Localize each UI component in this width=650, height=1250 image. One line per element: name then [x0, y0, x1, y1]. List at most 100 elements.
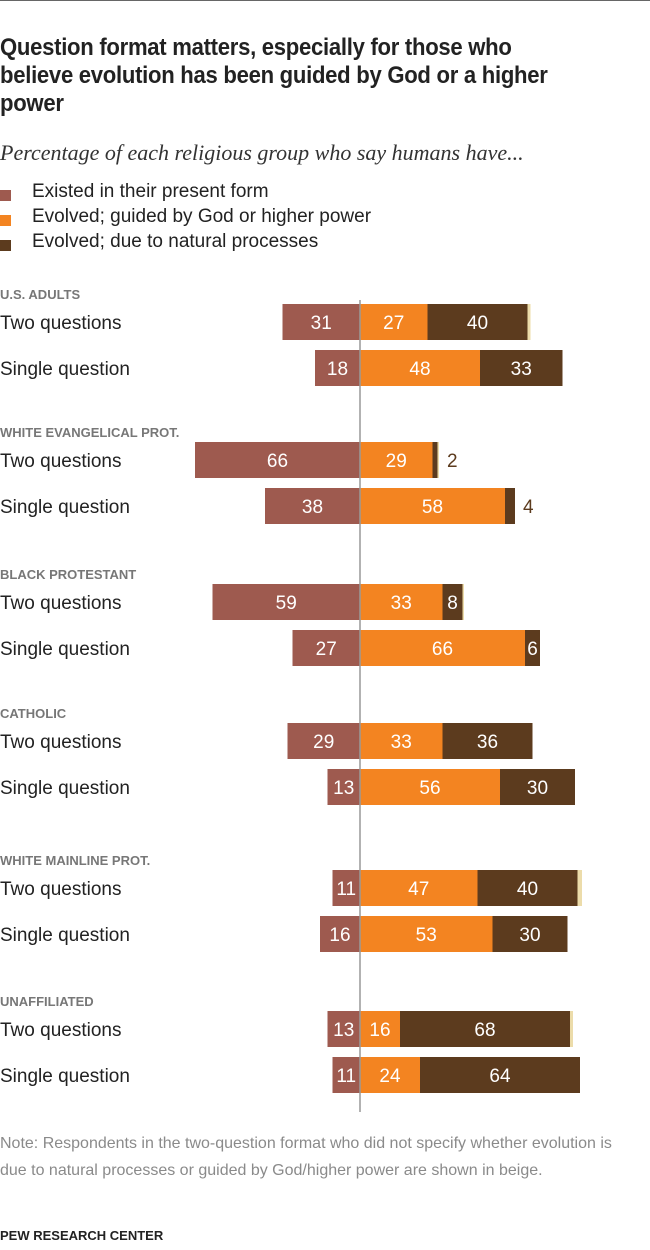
bar-natural — [442, 723, 533, 759]
bar-existed — [265, 488, 360, 524]
bar-existed — [287, 723, 360, 759]
value-label-guided: 29 — [386, 451, 407, 472]
chart-subtitle: Percentage of each religious group who s… — [0, 140, 524, 165]
bar-natural — [492, 916, 568, 952]
bar-existed — [320, 916, 360, 952]
top-rule — [0, 0, 650, 1]
group-label: WHITE EVANGELICAL PROT. — [0, 425, 179, 440]
legend-swatch-natural — [0, 240, 11, 251]
bar-natural — [427, 304, 528, 340]
group-label: UNAFFILIATED — [0, 994, 94, 1009]
group-label: U.S. ADULTS — [0, 287, 80, 302]
bar-natural — [525, 630, 540, 666]
row-label: Single question — [0, 925, 130, 946]
bar-unspecified — [437, 442, 439, 478]
value-label-natural: 33 — [511, 359, 532, 380]
group-label: BLACK PROTESTANT — [0, 567, 136, 582]
value-label-natural: 4 — [523, 497, 534, 518]
group-label: CATHOLIC — [0, 706, 67, 721]
bar-guided — [360, 584, 443, 620]
bar-existed — [212, 584, 360, 620]
value-label-natural: 6 — [527, 639, 538, 660]
value-label-existed: 59 — [276, 593, 297, 614]
bar-guided — [360, 350, 480, 386]
row-label: Single question — [0, 639, 130, 660]
value-label-natural: 30 — [519, 925, 540, 946]
chart-title: Question format matters, especially for … — [0, 34, 548, 117]
bar-existed — [332, 1057, 360, 1093]
value-label-guided: 16 — [369, 1020, 390, 1041]
source-label: PEW RESEARCH CENTER — [0, 1228, 164, 1243]
bar-natural — [505, 488, 515, 524]
bar-guided — [360, 304, 428, 340]
row-label: Single question — [0, 778, 130, 799]
value-label-guided: 58 — [422, 497, 443, 518]
bar-guided — [360, 488, 505, 524]
bar-natural — [432, 442, 438, 478]
bar-existed — [292, 630, 360, 666]
value-label-natural: 8 — [447, 593, 458, 614]
bar-guided — [360, 916, 493, 952]
row-label: Two questions — [0, 451, 121, 472]
value-label-guided: 33 — [391, 732, 412, 753]
bar-guided — [360, 769, 500, 805]
bar-guided — [360, 723, 443, 759]
value-label-guided: 27 — [383, 313, 404, 334]
legend-label: Evolved; due to natural processes — [32, 231, 319, 252]
value-label-guided: 53 — [416, 925, 437, 946]
bar-existed — [195, 442, 360, 478]
row-label: Single question — [0, 359, 130, 380]
value-label-natural: 68 — [474, 1020, 495, 1041]
bar-natural — [477, 870, 578, 906]
value-label-existed: 13 — [333, 778, 354, 799]
bar-existed — [282, 304, 360, 340]
row-label: Single question — [0, 1066, 130, 1087]
value-label-existed: 13 — [333, 1020, 354, 1041]
value-label-guided: 66 — [432, 639, 453, 660]
legend-label: Existed in their present form — [32, 181, 269, 202]
row-label: Two questions — [0, 1020, 121, 1041]
value-label-existed: 31 — [311, 313, 332, 334]
value-label-guided: 47 — [408, 879, 429, 900]
bar-natural — [420, 1057, 580, 1093]
bar-natural — [500, 769, 575, 805]
value-label-natural: 2 — [447, 451, 458, 472]
legend-swatch-existed — [0, 190, 11, 201]
value-label-guided: 24 — [379, 1066, 401, 1087]
value-label-existed: 11 — [336, 879, 356, 900]
value-label-existed: 38 — [302, 497, 323, 518]
value-label-existed: 11 — [336, 1066, 356, 1087]
value-label-existed: 66 — [267, 451, 288, 472]
bar-unspecified — [570, 1011, 573, 1047]
bar-guided — [360, 442, 433, 478]
bar-guided — [360, 1011, 400, 1047]
value-label-existed: 18 — [327, 359, 348, 380]
chart-note: Note: Respondents in the two-question fo… — [0, 1135, 612, 1179]
row-label: Two questions — [0, 879, 121, 900]
value-label-natural: 40 — [467, 313, 488, 334]
legend-swatch-guided — [0, 215, 11, 226]
value-label-existed: 16 — [329, 925, 350, 946]
value-label-natural: 30 — [527, 778, 548, 799]
bar-unspecified — [577, 870, 582, 906]
value-label-natural: 36 — [477, 732, 498, 753]
row-label: Two questions — [0, 313, 121, 334]
bar-existed — [332, 870, 360, 906]
row-label: Two questions — [0, 593, 121, 614]
group-label: WHITE MAINLINE PROT. — [0, 853, 150, 868]
bar-natural — [400, 1011, 570, 1047]
bar-guided — [360, 1057, 420, 1093]
bar-natural — [480, 350, 563, 386]
value-label-guided: 48 — [409, 359, 430, 380]
value-label-guided: 56 — [419, 778, 440, 799]
value-label-natural: 64 — [489, 1066, 511, 1087]
bar-existed — [315, 350, 360, 386]
bar-unspecified — [462, 584, 464, 620]
bar-existed — [327, 769, 360, 805]
row-label: Single question — [0, 497, 130, 518]
bar-guided — [360, 630, 525, 666]
value-label-existed: 29 — [313, 732, 334, 753]
bar-guided — [360, 870, 478, 906]
row-label: Two questions — [0, 732, 121, 753]
legend-label: Evolved; guided by God or higher power — [32, 206, 372, 227]
